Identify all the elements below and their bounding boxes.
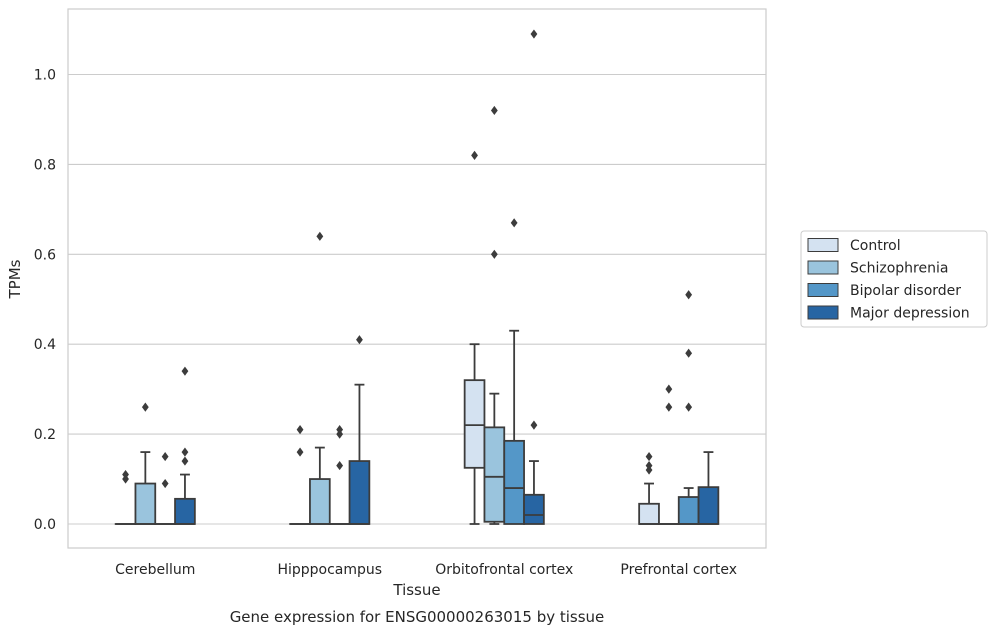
outlier-point [645, 451, 653, 462]
outlier-point [356, 335, 363, 345]
box [523, 29, 545, 525]
box-body [463, 379, 486, 469]
outlier-point [141, 402, 149, 412]
outlier-point [181, 366, 189, 376]
outlier-point [336, 425, 344, 435]
chart-caption: Gene expression for ENSG00000263015 by t… [230, 608, 605, 626]
outlier-point [161, 451, 169, 462]
box-body [134, 482, 157, 525]
x-tick-label: Cerebellum [115, 562, 195, 578]
outlier-point [685, 348, 693, 358]
outlier-point [510, 218, 518, 228]
legend: Control Schizophrenia Bipolar disorder Majo… [800, 230, 988, 328]
outlier-point [665, 402, 673, 412]
legend-label: Major depression [850, 306, 970, 322]
legend-frame [800, 230, 988, 328]
box-body [523, 493, 545, 525]
box [348, 335, 371, 525]
legend-item: Major depression [807, 305, 970, 322]
y-tick-label: 0.4 [34, 337, 56, 353]
legend-swatch [807, 305, 839, 320]
box-body [503, 439, 525, 525]
box-body [677, 496, 700, 525]
y-tick-label: 0.6 [34, 247, 56, 263]
legend-item: Control [807, 238, 901, 254]
outlier-point [296, 447, 304, 457]
legend-swatch [807, 238, 839, 252]
box [114, 469, 137, 525]
box [697, 451, 720, 525]
legend-item: Bipolar disorder [807, 283, 961, 299]
outlier-point [530, 29, 538, 39]
y-axis-label: TPMs [6, 259, 24, 299]
box [677, 290, 700, 525]
legend-swatch [807, 260, 839, 275]
x-tick-label: Orbitofrontal cortex [435, 562, 573, 578]
outlier-point [316, 231, 324, 241]
outlier-point [122, 469, 129, 480]
series-bipolar-disorder [154, 218, 700, 525]
outlier-point [161, 478, 169, 489]
y-axis-ticks: 0.0 0.2 0.4 0.6 0.8 1.0 [34, 68, 56, 534]
box-series [114, 29, 720, 525]
box [463, 150, 486, 525]
series-major-depression [174, 29, 720, 525]
legend-label: Schizophrenia [850, 261, 948, 277]
outlier-point [336, 460, 344, 471]
y-tick-label: 0.0 [34, 517, 56, 533]
box-body [309, 478, 331, 525]
box-body [174, 497, 196, 525]
outlier-point [490, 249, 498, 259]
x-tick-label: Hipppocampus [277, 562, 382, 578]
box-body [697, 486, 720, 525]
box [134, 402, 157, 525]
box [328, 425, 351, 525]
outlier-point [685, 290, 693, 300]
outlier-point [471, 150, 478, 161]
plot-area-frame [67, 8, 767, 549]
outlier-point [685, 402, 693, 412]
box-body [348, 460, 371, 525]
outlier-point [181, 447, 189, 457]
legend-item: Schizophrenia [807, 260, 948, 277]
x-tick-label: Prefrontal cortex [620, 562, 737, 578]
series-control [114, 150, 660, 525]
legend-label: Bipolar disorder [850, 283, 961, 299]
legend-label: Control [850, 238, 901, 254]
outlier-point [181, 456, 189, 466]
y-tick-label: 1.0 [34, 68, 56, 84]
box-body [638, 502, 660, 525]
box [658, 384, 680, 525]
outlier-point [296, 425, 304, 435]
outlier-point [665, 384, 673, 394]
y-tick-label: 0.8 [34, 157, 56, 173]
x-axis-label: Tissue [392, 581, 440, 599]
y-tick-label: 0.2 [34, 427, 56, 443]
series-schizophrenia [134, 105, 680, 525]
box [174, 366, 196, 525]
outlier-point [490, 105, 498, 116]
box [638, 451, 660, 525]
x-axis-ticks: Cerebellum Hipppocampus Orbitofrontal cort… [115, 562, 737, 578]
legend-swatch [807, 283, 839, 297]
box [309, 231, 331, 525]
outlier-point [530, 420, 538, 430]
box [503, 218, 525, 525]
outlier-point [645, 460, 653, 471]
box-body [483, 426, 506, 523]
